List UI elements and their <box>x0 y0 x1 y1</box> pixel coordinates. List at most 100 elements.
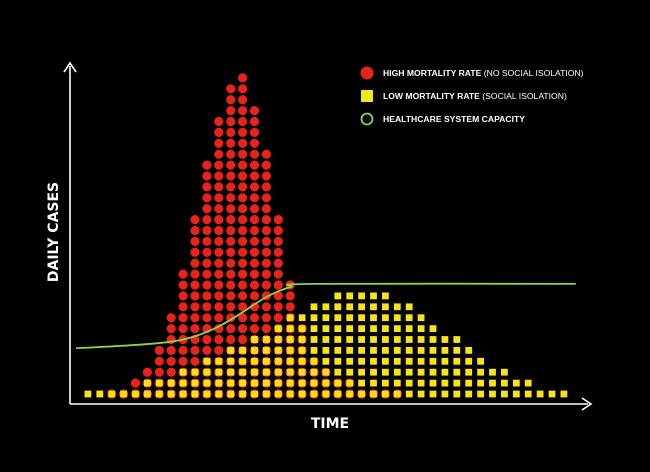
low-mortality-square <box>298 325 306 332</box>
low-mortality-square <box>286 325 294 332</box>
low-mortality-square <box>310 357 318 365</box>
low-mortality-square <box>227 357 235 365</box>
y-axis-label: DAILY CASES <box>46 182 62 282</box>
low-mortality-square <box>370 336 377 343</box>
low-mortality-square <box>274 325 282 332</box>
high-mortality-dot <box>190 225 200 236</box>
legend-item-capacity: HEALTHCARE SYSTEM CAPACITY <box>360 112 525 126</box>
high-mortality-dot <box>190 313 200 323</box>
high-mortality-dot <box>214 116 224 127</box>
high-mortality-dot <box>154 356 164 366</box>
low-mortality-square <box>393 336 401 343</box>
high-mortality-dot <box>249 182 260 192</box>
high-mortality-dot <box>238 247 248 257</box>
high-mortality-dot <box>238 116 248 127</box>
low-mortality-square <box>144 390 151 398</box>
high-mortality-dot <box>273 280 283 290</box>
low-mortality-square <box>501 368 508 376</box>
low-mortality-square <box>322 314 330 322</box>
low-mortality-square <box>382 390 389 398</box>
low-mortality-square <box>441 347 449 354</box>
high-mortality-dot <box>238 302 248 312</box>
high-mortality-dot <box>238 171 248 181</box>
high-mortality-dot <box>249 324 260 334</box>
high-mortality-dot <box>226 225 236 236</box>
high-mortality-dot <box>142 367 152 377</box>
healthcare-capacity-line <box>75 282 576 350</box>
low-mortality-square <box>417 325 425 332</box>
high-mortality-dot <box>249 236 260 246</box>
high-mortality-dot <box>202 225 212 236</box>
low-mortality-square <box>501 379 508 387</box>
low-mortality-square <box>263 390 270 398</box>
low-mortality-square <box>548 390 556 398</box>
low-mortality-square <box>310 379 318 387</box>
high-mortality-dot <box>273 215 283 225</box>
low-mortality-square <box>322 303 330 311</box>
high-mortality-dot <box>178 324 188 334</box>
low-mortality-square <box>96 390 104 398</box>
high-mortality-dot <box>178 280 188 290</box>
low-mortality-square <box>334 292 342 300</box>
high-mortality-dot <box>238 193 248 203</box>
low-mortality-square <box>560 390 568 398</box>
low-mortality-square <box>370 368 377 376</box>
high-mortality-dot <box>238 215 248 225</box>
high-mortality-dot <box>202 204 212 214</box>
high-mortality-dot <box>226 215 236 225</box>
low-mortality-square <box>346 379 354 387</box>
low-mortality-square <box>429 336 437 343</box>
low-mortality-square <box>132 390 139 398</box>
low-mortality-square <box>334 390 342 398</box>
high-mortality-dot <box>214 182 224 192</box>
low-mortality-square <box>263 368 270 376</box>
high-mortality-dot <box>273 269 283 279</box>
high-mortality-dot <box>214 160 224 170</box>
low-mortality-square <box>382 357 389 365</box>
high-mortality-dot <box>226 116 236 127</box>
low-mortality-square <box>263 336 270 343</box>
low-mortality-square <box>512 390 520 398</box>
high-mortality-dot <box>226 302 236 312</box>
high-mortality-dot <box>166 345 176 355</box>
low-mortality-square <box>441 390 449 398</box>
low-mortality-square <box>417 357 425 365</box>
low-mortality-square <box>322 390 330 398</box>
low-mortality-square <box>334 303 342 311</box>
high-mortality-dot <box>202 269 212 279</box>
low-mortality-square <box>286 314 294 322</box>
high-mortality-dot <box>202 215 212 225</box>
high-mortality-dot <box>178 313 188 323</box>
low-mortality-square <box>346 325 354 332</box>
low-mortality-square <box>417 314 425 322</box>
low-mortality-square <box>429 390 437 398</box>
high-mortality-dot <box>226 258 236 268</box>
high-mortality-dot <box>273 247 283 257</box>
high-mortality-dot <box>154 367 164 377</box>
low-mortality-square <box>405 379 413 387</box>
legend: HIGH MORTALITY RATE (NO SOCIAL ISOLATION… <box>360 66 584 126</box>
low-mortality-square <box>453 336 461 343</box>
low-mortality-square <box>251 347 258 354</box>
low-mortality-square <box>203 357 211 365</box>
low-mortality-square <box>310 390 318 398</box>
high-mortality-dot <box>226 149 236 159</box>
low-mortality-square <box>334 357 342 365</box>
low-mortality-square <box>298 336 306 343</box>
high-mortality-dot <box>226 236 236 246</box>
low-mortality-square <box>322 347 330 354</box>
low-mortality-square <box>334 336 342 343</box>
high-mortality-dot <box>261 171 271 181</box>
high-mortality-dot <box>249 171 260 181</box>
legend-capacity-marker <box>360 112 374 126</box>
high-mortality-dot <box>214 149 224 159</box>
high-mortality-dot <box>226 95 236 105</box>
high-mortality-dot <box>214 138 224 148</box>
low-mortality-square <box>393 390 401 398</box>
high-mortality-dot <box>238 291 248 301</box>
low-mortality-square <box>417 390 425 398</box>
low-mortality-square <box>322 368 330 376</box>
low-mortality-square <box>310 347 318 354</box>
low-mortality-square <box>346 368 354 376</box>
low-mortality-square <box>298 390 306 398</box>
